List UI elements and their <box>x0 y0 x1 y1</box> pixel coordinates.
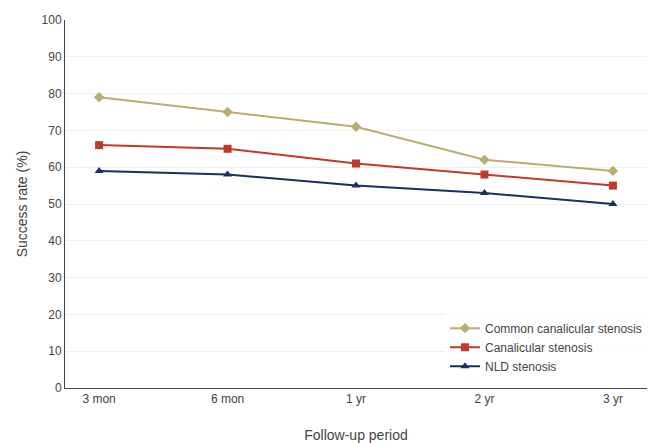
svg-text:10: 10 <box>48 344 62 358</box>
svg-text:70: 70 <box>48 124 62 138</box>
svg-text:0: 0 <box>55 381 62 395</box>
svg-text:3 yr: 3 yr <box>603 392 623 406</box>
svg-text:NLD stenosis: NLD stenosis <box>485 360 556 374</box>
svg-text:80: 80 <box>48 87 62 101</box>
svg-text:20: 20 <box>48 308 62 322</box>
svg-text:60: 60 <box>48 160 62 174</box>
svg-text:100: 100 <box>42 13 62 27</box>
svg-text:1 yr: 1 yr <box>346 392 366 406</box>
svg-text:90: 90 <box>48 50 62 64</box>
svg-text:Canalicular stenosis: Canalicular stenosis <box>485 341 592 355</box>
svg-text:Follow-up period: Follow-up period <box>304 427 408 443</box>
svg-text:Success rate (%): Success rate (%) <box>14 151 30 258</box>
svg-text:Common canalicular stenosis: Common canalicular stenosis <box>485 322 642 336</box>
svg-text:30: 30 <box>48 271 62 285</box>
svg-text:2 yr: 2 yr <box>474 392 494 406</box>
svg-text:6 mon: 6 mon <box>211 392 244 406</box>
svg-text:3 mon: 3 mon <box>82 392 115 406</box>
svg-text:40: 40 <box>48 234 62 248</box>
svg-text:50: 50 <box>48 197 62 211</box>
